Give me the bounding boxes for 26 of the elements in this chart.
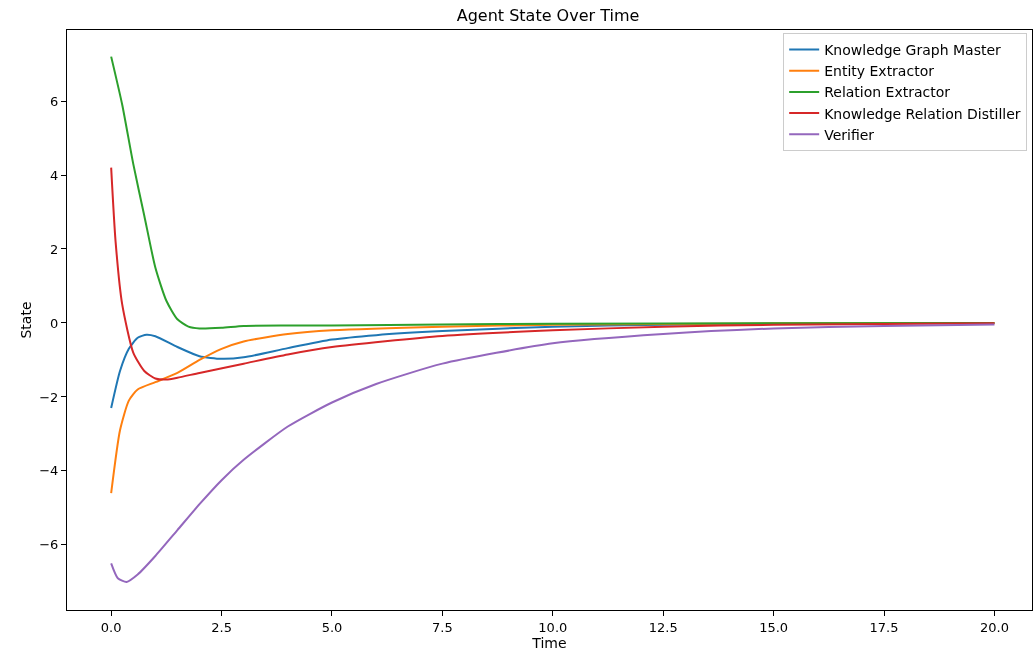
x-tick-label: 20.0 — [979, 619, 1009, 635]
y-tick-label: 6 — [50, 93, 59, 109]
legend-label: Verifier — [824, 126, 875, 143]
y-tick-label: 4 — [50, 167, 59, 183]
x-tick-label: 15.0 — [759, 619, 789, 635]
x-tick-label: 17.5 — [869, 619, 899, 635]
legend-label: Knowledge Relation Distiller — [824, 105, 1021, 122]
legend-label: Relation Extractor — [824, 84, 951, 101]
line-series — [110, 323, 996, 583]
y-axis-title: State — [17, 301, 34, 339]
x-axis-title: Time — [531, 634, 567, 651]
y-tick-label: 0 — [50, 315, 59, 331]
x-tick-label: 2.5 — [211, 619, 232, 635]
y-tick-label: 2 — [50, 241, 59, 257]
chart-title: Agent State Over Time — [456, 6, 640, 26]
legend-label: Entity Extractor — [824, 63, 935, 80]
legend-label: Knowledge Graph Master — [824, 41, 1002, 58]
x-tick-label: 0.0 — [100, 619, 122, 635]
y-tick-label: −4 — [39, 463, 59, 479]
x-tick-label: 5.0 — [321, 619, 343, 635]
x-tick-label: 10.0 — [538, 619, 568, 635]
y-tick-label: −6 — [39, 537, 59, 553]
x-tick-label: 12.5 — [648, 619, 678, 635]
line-series — [110, 166, 996, 381]
y-tick-label: −2 — [39, 389, 59, 405]
x-tick-label: 7.5 — [432, 619, 453, 635]
